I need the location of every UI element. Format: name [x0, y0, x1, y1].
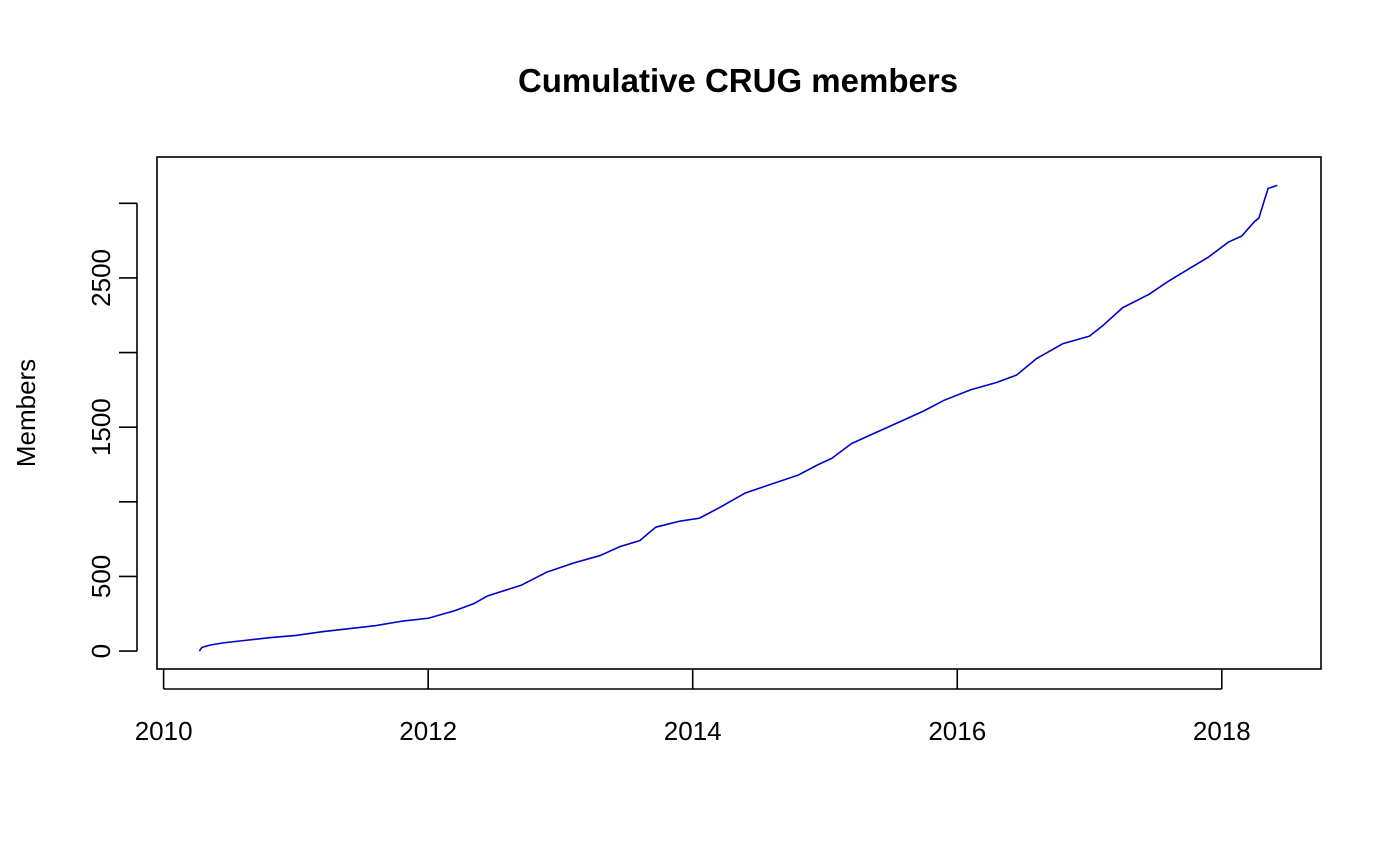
x-tick-label: 2012 — [399, 716, 457, 746]
y-tick-label: 500 — [86, 555, 116, 598]
series-line-0 — [198, 184, 1278, 652]
y-axis-label: Members — [11, 359, 41, 467]
y-tick-label: 1500 — [86, 398, 116, 456]
y-tick-label: 2500 — [86, 249, 116, 307]
x-tick-label: 2010 — [135, 716, 193, 746]
series-layer — [198, 184, 1278, 652]
x-axis: 2010 2012 2014 2016 2018 — [135, 669, 1251, 746]
chart-title: Cumulative CRUG members — [518, 62, 958, 99]
y-tick-label: 0 — [86, 644, 116, 658]
y-axis: 0 500 1500 2500 — [86, 202, 138, 658]
x-tick-label: 2014 — [664, 716, 722, 746]
plot-area-box — [156, 156, 1322, 670]
x-tick-label: 2018 — [1193, 716, 1251, 746]
x-tick-label: 2016 — [928, 716, 986, 746]
